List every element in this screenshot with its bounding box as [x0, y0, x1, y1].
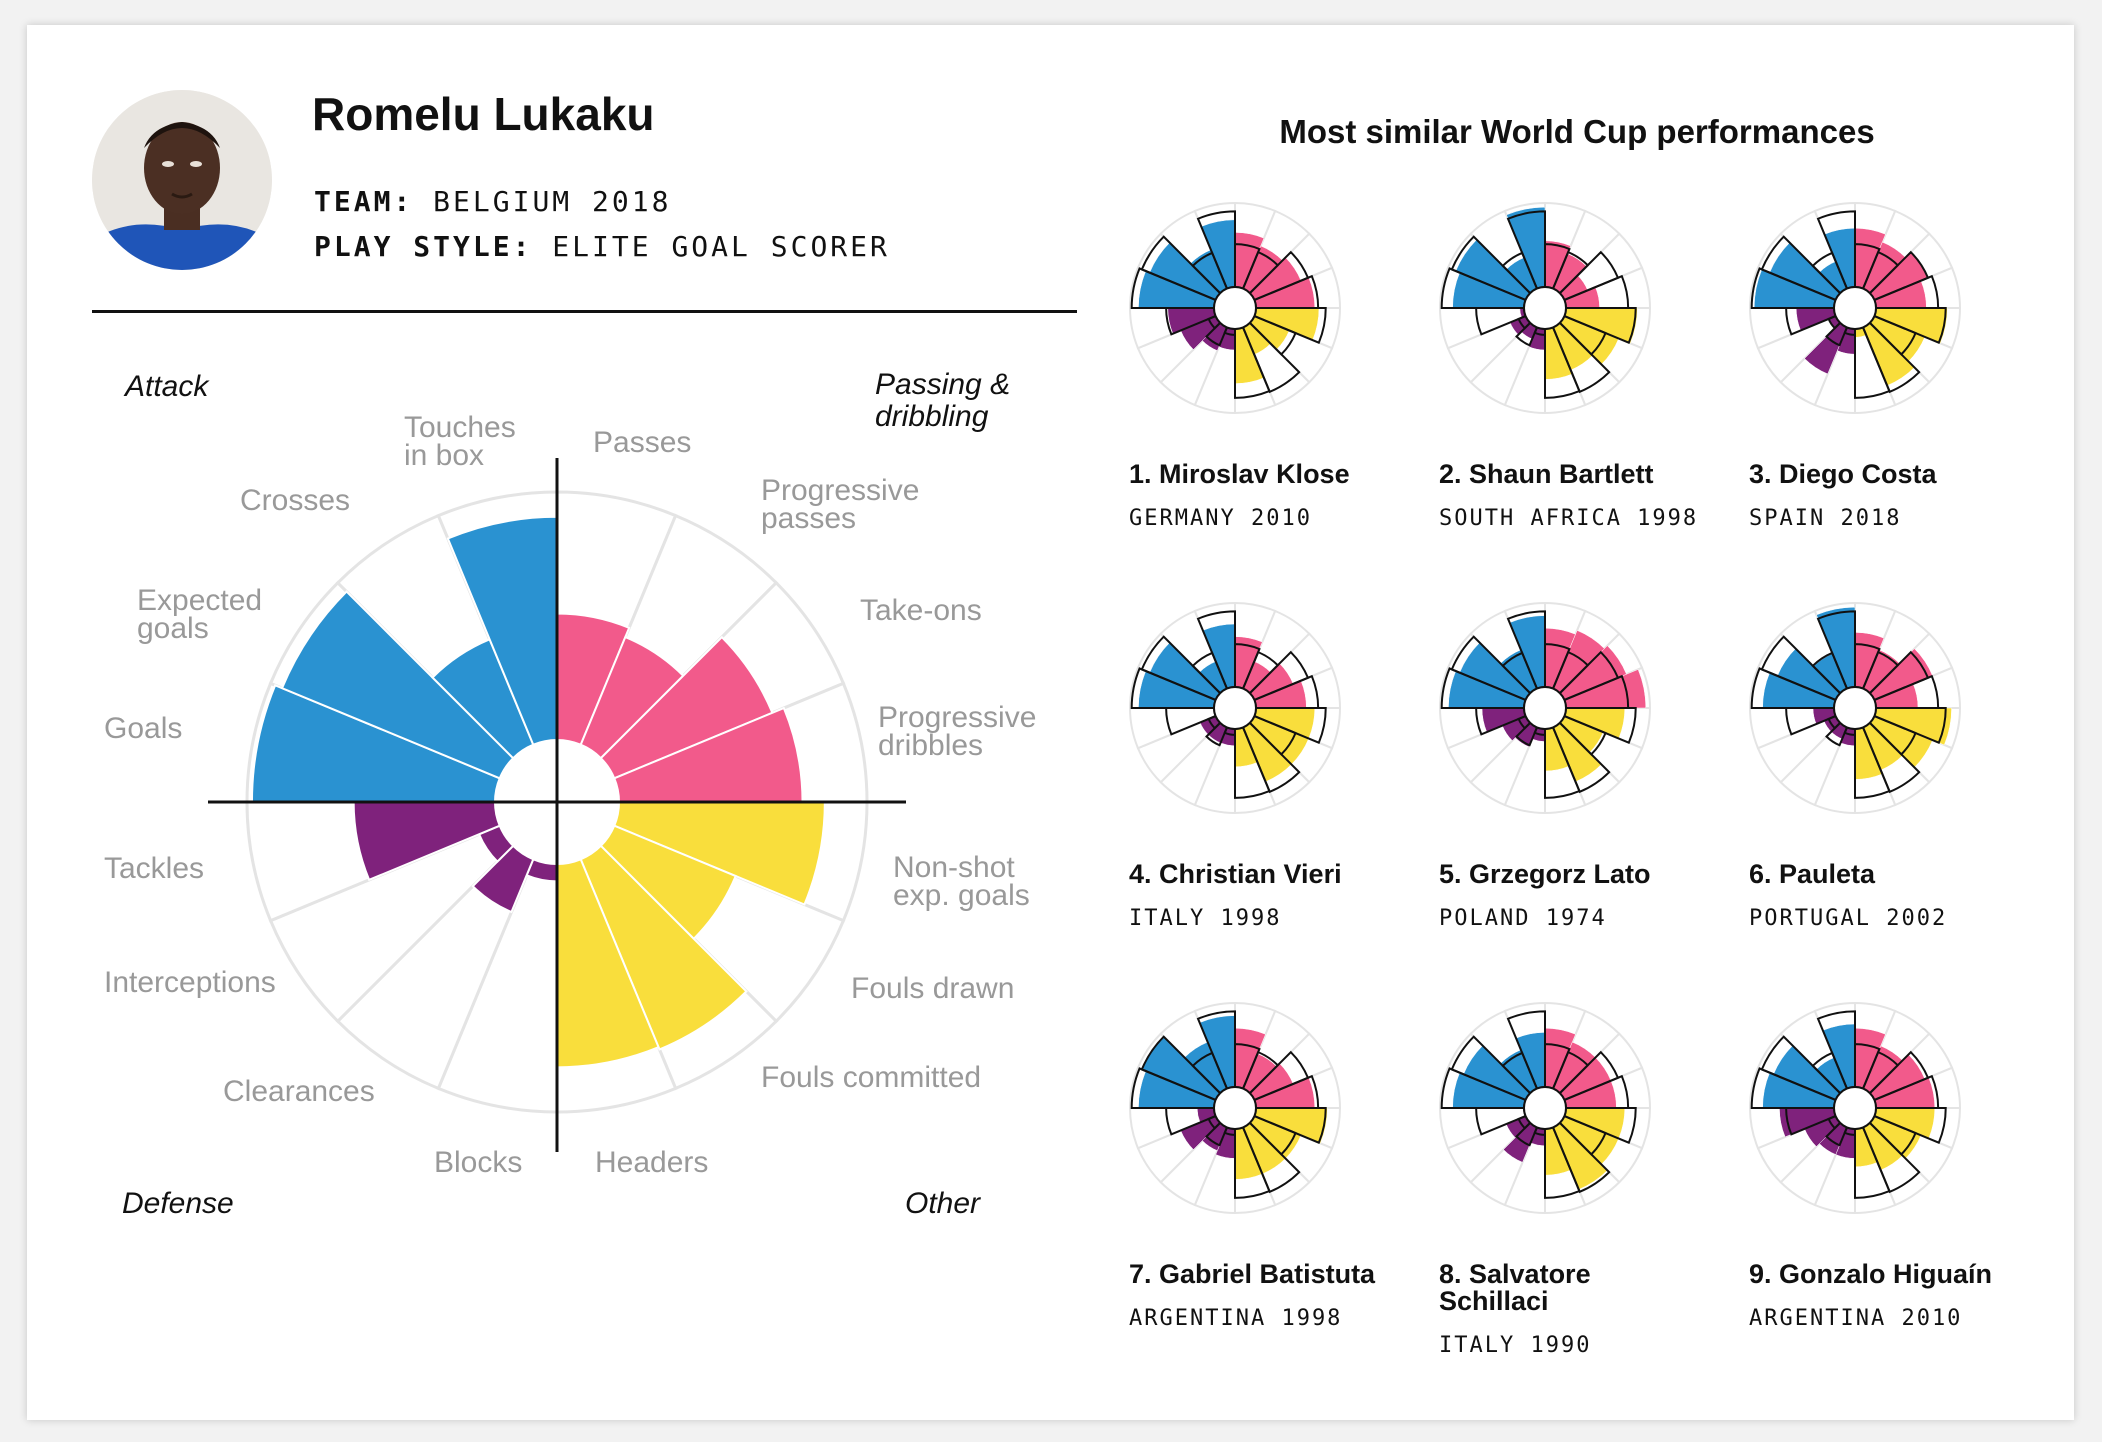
similar-polar-8	[1438, 1001, 1652, 1215]
similar-polar-3	[1748, 201, 1962, 415]
category-label-progressive-passes: Progressive passes	[761, 474, 919, 535]
similar-player-name: 4. Christian Vieri	[1129, 859, 1342, 889]
similar-player-team-year: GERMANY 2010	[1129, 506, 1312, 531]
category-label-expected-goals: Expected goals	[137, 584, 262, 645]
similar-polar-1	[1128, 201, 1342, 415]
player-card: Romelu Lukaku TEAM: BELGIUM 2018 PLAY ST…	[27, 25, 2074, 1420]
category-label-crosses: Crosses	[240, 484, 350, 517]
similar-polar-5	[1438, 601, 1652, 815]
similar-player-name: 9. Gonzalo Higuaín	[1749, 1259, 1993, 1289]
similar-player-name: 7. Gabriel Batistuta	[1129, 1259, 1376, 1289]
similar-polar-6	[1748, 601, 1962, 815]
similar-player-name: 1. Miroslav Klose	[1129, 459, 1350, 489]
similar-player-team-year: ARGENTINA 1998	[1129, 1306, 1343, 1331]
center-hole	[1213, 1086, 1257, 1130]
center-hole	[1833, 286, 1877, 330]
play-style-value: ELITE GOAL SCORER	[552, 230, 890, 263]
category-label-take-ons: Take-ons	[860, 594, 982, 627]
header-divider	[92, 310, 1077, 313]
quadrant-label-other: Other	[905, 1187, 981, 1220]
similar-player-name: 2. Shaun Bartlett	[1439, 459, 1654, 489]
center-hole	[1833, 1086, 1877, 1130]
category-label-headers: Headers	[595, 1146, 708, 1179]
similar-player-team-year: PORTUGAL 2002	[1749, 906, 1948, 931]
similar-player-name: 3. Diego Costa	[1749, 459, 1937, 489]
play-style-line: PLAY STYLE: ELITE GOAL SCORER	[314, 230, 890, 263]
center-hole	[1213, 286, 1257, 330]
similar-polar-2	[1438, 201, 1652, 415]
category-label-fouls-committed: Fouls committed	[761, 1061, 981, 1094]
center-hole	[1523, 686, 1567, 730]
similar-polar-9	[1748, 1001, 1962, 1215]
similar-player-team-year: ARGENTINA 2010	[1749, 1306, 1963, 1331]
similar-player-team-year: SOUTH AFRICA 1998	[1439, 506, 1699, 531]
category-label-tackles: Tackles	[104, 852, 204, 885]
player-name: Romelu Lukaku	[312, 88, 655, 140]
category-label-interceptions: Interceptions	[104, 966, 276, 999]
center-hole	[1213, 686, 1257, 730]
category-label-non-shot-exp-goals: Non-shot exp. goals	[893, 851, 1030, 912]
play-style-key: PLAY STYLE:	[314, 230, 533, 263]
team-key: TEAM:	[314, 185, 414, 218]
category-label-progressive-dribbles: Progressive dribbles	[878, 701, 1036, 762]
similar-player-name: 6. Pauleta	[1749, 859, 1876, 889]
category-label-passes: Passes	[593, 426, 691, 459]
bar-fouls-committed	[579, 844, 748, 1051]
similar-player-team-year: ITALY 1990	[1439, 1333, 1592, 1358]
team-line: TEAM: BELGIUM 2018	[314, 185, 671, 218]
similar-player-name: 5. Grzegorz Lato	[1439, 859, 1651, 889]
similar-polar-7	[1128, 1001, 1342, 1215]
similar-player-name: 8. Salvatore Schillaci	[1439, 1259, 1591, 1316]
team-value: BELGIUM 2018	[433, 185, 672, 218]
similar-player-team-year: SPAIN 2018	[1749, 506, 1902, 531]
quadrant-label-passing: Passing & dribbling	[875, 368, 1010, 433]
category-label-clearances: Clearances	[223, 1075, 375, 1108]
center-hole	[1523, 1086, 1567, 1130]
similar-polar-4	[1128, 601, 1342, 815]
category-label-fouls-drawn: Fouls drawn	[851, 972, 1014, 1005]
similar-title: Most similar World Cup performances	[1279, 113, 1875, 150]
similar-player-team-year: POLAND 1974	[1439, 906, 1607, 931]
similar-player-team-year: ITALY 1998	[1129, 906, 1282, 931]
bar-non-shot-exp-goals	[612, 801, 826, 906]
center-hole	[1833, 686, 1877, 730]
category-label-touches-in-box: Touches in box	[404, 411, 516, 472]
quadrant-label-defense: Defense	[122, 1187, 234, 1220]
category-label-blocks: Blocks	[434, 1146, 522, 1179]
quadrant-label-attack: Attack	[123, 370, 210, 403]
category-label-goals: Goals	[104, 712, 182, 745]
center-hole	[1523, 286, 1567, 330]
